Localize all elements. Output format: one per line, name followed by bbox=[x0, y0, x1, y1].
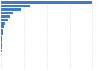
Bar bbox=[1, 32, 3, 35]
Bar bbox=[1, 53, 2, 56]
Bar bbox=[1, 50, 2, 52]
Bar bbox=[1, 29, 3, 32]
Bar bbox=[1, 43, 2, 46]
Bar bbox=[1, 5, 30, 7]
Bar bbox=[1, 36, 2, 39]
Bar bbox=[1, 1, 92, 4]
Bar bbox=[1, 12, 14, 14]
Bar bbox=[1, 46, 2, 49]
Bar bbox=[1, 8, 21, 11]
Bar bbox=[1, 39, 2, 42]
Bar bbox=[1, 22, 5, 25]
Bar bbox=[1, 25, 4, 28]
Bar bbox=[1, 19, 8, 21]
Bar bbox=[1, 15, 10, 18]
